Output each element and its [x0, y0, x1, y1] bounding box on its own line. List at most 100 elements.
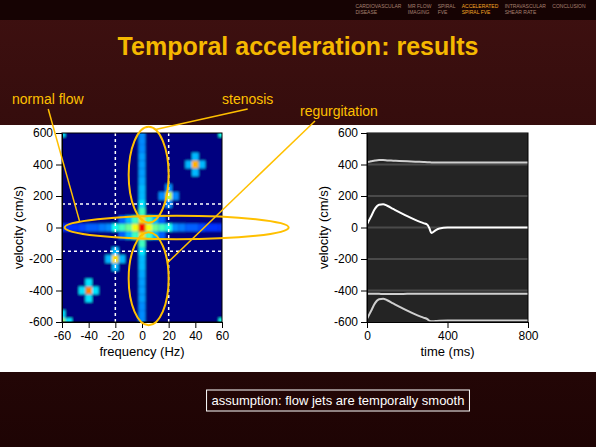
plot-background	[367, 133, 528, 322]
tick: -60	[54, 322, 72, 343]
annotation-label: stenosis	[222, 91, 273, 107]
y-axis-title: velocity (cm/s)	[11, 186, 26, 269]
nav-item: SPIRALFVE	[438, 3, 456, 15]
cell	[119, 255, 126, 263]
ref-line	[115, 133, 117, 322]
cell	[139, 287, 146, 295]
tick-label: 400	[338, 158, 358, 172]
plot-frame	[367, 133, 528, 322]
nav-item: INTRAVASCULARSHEAR RATE	[505, 3, 547, 15]
x-axis-title: time (ms)	[420, 344, 474, 359]
tick-label: -400	[334, 284, 358, 298]
tick: -40	[80, 322, 98, 343]
series-line	[367, 299, 528, 322]
cell	[139, 208, 146, 216]
tick-label: 600	[338, 126, 358, 140]
tick: -600	[29, 315, 62, 329]
tick-label: -400	[29, 284, 53, 298]
axis: 0 400 800	[364, 322, 539, 343]
tick-label: -20	[107, 329, 125, 343]
tick: 200	[338, 189, 367, 203]
tick: 600	[33, 126, 62, 140]
tick-mark	[56, 133, 62, 134]
cell	[139, 161, 146, 169]
grid-line	[367, 164, 528, 166]
tick: 0	[364, 322, 371, 343]
cell	[139, 310, 146, 318]
series-line	[367, 204, 528, 233]
nav-text: DISEASE	[355, 9, 377, 15]
tick-mark	[361, 165, 367, 166]
tick: -400	[334, 284, 367, 298]
cell	[139, 137, 146, 145]
tick-label: 200	[338, 189, 358, 203]
nav-text: CONCLUSION	[552, 3, 586, 9]
leader-line	[48, 109, 79, 222]
cell	[139, 176, 146, 184]
tick: -200	[29, 252, 62, 266]
tick-mark	[62, 322, 63, 328]
tick-mark	[361, 322, 367, 323]
plot-area	[62, 133, 222, 322]
cell	[105, 255, 112, 263]
plot-frame	[62, 133, 222, 322]
x-axis-title: frequency (Hz)	[99, 344, 184, 359]
ref-line	[62, 250, 222, 252]
tick: 40	[189, 322, 203, 343]
axis-line	[367, 134, 368, 323]
cell	[85, 294, 92, 302]
tick-mark	[448, 322, 449, 328]
plot-background	[62, 133, 222, 322]
nav-text: IMAGING	[408, 9, 430, 15]
tick-mark	[361, 291, 367, 292]
tick-mark	[361, 133, 367, 134]
tick: 0	[351, 221, 367, 235]
tick-mark	[367, 322, 368, 328]
y-axis-title: velocity (cm/s)	[316, 186, 331, 269]
tick-label: 400	[33, 158, 53, 172]
cell	[139, 184, 146, 192]
ref-line	[62, 203, 222, 205]
cell	[185, 224, 192, 232]
annotation-ellipse	[65, 216, 289, 240]
nav: CARDIOVASCULARDISEASEMR FLOWIMAGINGSPIRA…	[355, 3, 586, 15]
cell	[72, 224, 79, 232]
cell	[192, 161, 199, 169]
tick-mark	[528, 322, 529, 328]
grid-line	[367, 290, 528, 292]
tick: -400	[29, 284, 62, 298]
tick-label: -60	[54, 329, 72, 343]
cell	[139, 224, 146, 232]
cell	[159, 216, 166, 224]
tick-mark	[56, 196, 62, 197]
tick: 60	[216, 322, 230, 343]
annotation-ellipse	[129, 127, 169, 223]
nav-text: FVE	[438, 9, 448, 15]
nav-item: ACCELERATEDSPIRAL FVE	[462, 3, 499, 15]
tick-label: 800	[518, 329, 538, 343]
annotation-ellipse	[129, 232, 169, 325]
tick-label: 60	[216, 329, 230, 343]
panel	[0, 125, 596, 372]
tick-mark	[56, 259, 62, 260]
tick-mark	[56, 322, 62, 323]
cell	[139, 168, 146, 176]
tick-label: -40	[80, 329, 98, 343]
nav-item: CONCLUSION	[552, 3, 586, 9]
cell	[172, 224, 179, 232]
tick-label: -600	[334, 315, 358, 329]
cell	[139, 239, 146, 247]
nav-item: MR FLOWIMAGING	[408, 3, 432, 15]
tick-mark	[361, 228, 367, 229]
axis: -600-400-2000200400600	[334, 126, 368, 329]
tick-label: 400	[438, 329, 458, 343]
plot-area	[367, 133, 528, 322]
tick-mark	[115, 322, 116, 328]
cell	[139, 279, 146, 287]
tick: -600	[334, 315, 367, 329]
cell	[139, 145, 146, 153]
series-line	[367, 160, 528, 163]
cell	[212, 224, 219, 232]
cell	[85, 279, 92, 287]
tick: 400	[33, 158, 62, 172]
